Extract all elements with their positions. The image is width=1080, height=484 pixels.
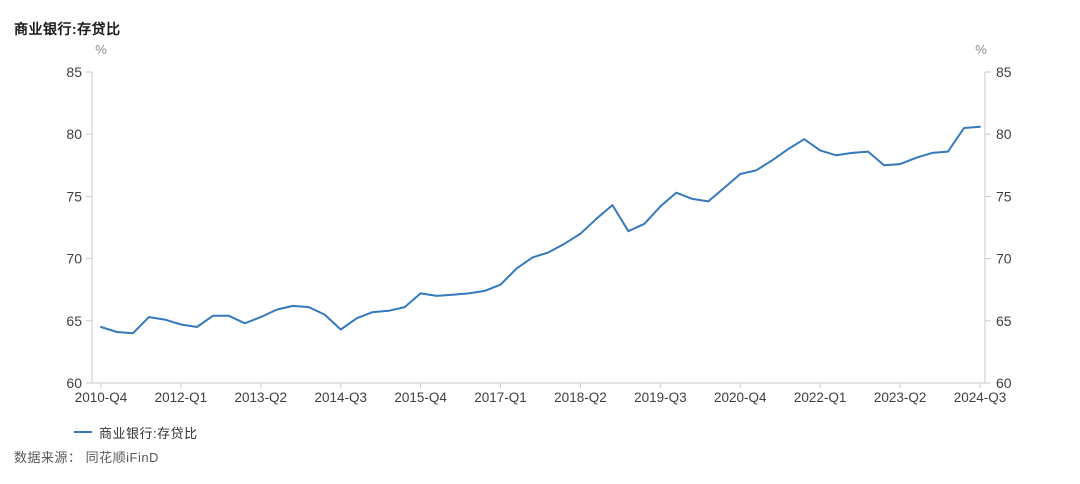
series-line xyxy=(100,125,981,335)
x-axis-tick-label: 2017-Q1 xyxy=(474,390,527,405)
x-axis-tick-label: 2010-Q4 xyxy=(75,390,128,405)
y-axis-tick-label-left: 60 xyxy=(66,375,82,391)
legend-label: 商业银行:存贷比 xyxy=(99,425,198,441)
x-axis-tick-label: 2023-Q2 xyxy=(874,390,927,405)
x-axis-tick-label: 2015-Q4 xyxy=(394,390,447,405)
y-axis-tick-label-left: 70 xyxy=(66,251,82,267)
x-axis-tick-label: 2013-Q2 xyxy=(235,390,288,405)
legend: 商业银行:存贷比 xyxy=(74,424,198,441)
chart-title: 商业银行:存贷比 xyxy=(14,21,121,37)
y-axis-tick-label-right: 75 xyxy=(996,188,1012,204)
x-axis-tick-label: 2014-Q3 xyxy=(314,390,367,405)
x-axis-tick-label: 2020-Q4 xyxy=(714,390,767,405)
y-axis-tick-label-left: 80 xyxy=(66,126,82,142)
y-axis-tick-label-right: 65 xyxy=(996,313,1012,329)
legend-line-marker xyxy=(74,431,92,433)
y-axis-tick-label-left: 85 xyxy=(66,64,82,80)
x-axis-tick-label: 2022-Q1 xyxy=(794,390,847,405)
y-axis-unit-right: % xyxy=(975,42,987,57)
y-axis-tick-label-left: 65 xyxy=(66,313,82,329)
y-axis-tick-label-right: 85 xyxy=(996,64,1012,80)
data-source-text: 数据来源： 同花顺iFinD xyxy=(14,450,159,465)
y-axis-tick-label-right: 60 xyxy=(996,375,1012,391)
y-axis-tick-label-right: 80 xyxy=(996,126,1012,142)
y-axis-tick-label-left: 75 xyxy=(66,188,82,204)
x-axis-tick-label: 2012-Q1 xyxy=(155,390,208,405)
x-axis-tick-label: 2019-Q3 xyxy=(634,390,687,405)
y-axis-unit-left: % xyxy=(95,42,107,57)
x-axis-tick-label: 2024-Q3 xyxy=(954,390,1007,405)
y-axis-tick-label-right: 70 xyxy=(996,251,1012,267)
x-axis-tick-label: 2018-Q2 xyxy=(554,390,607,405)
